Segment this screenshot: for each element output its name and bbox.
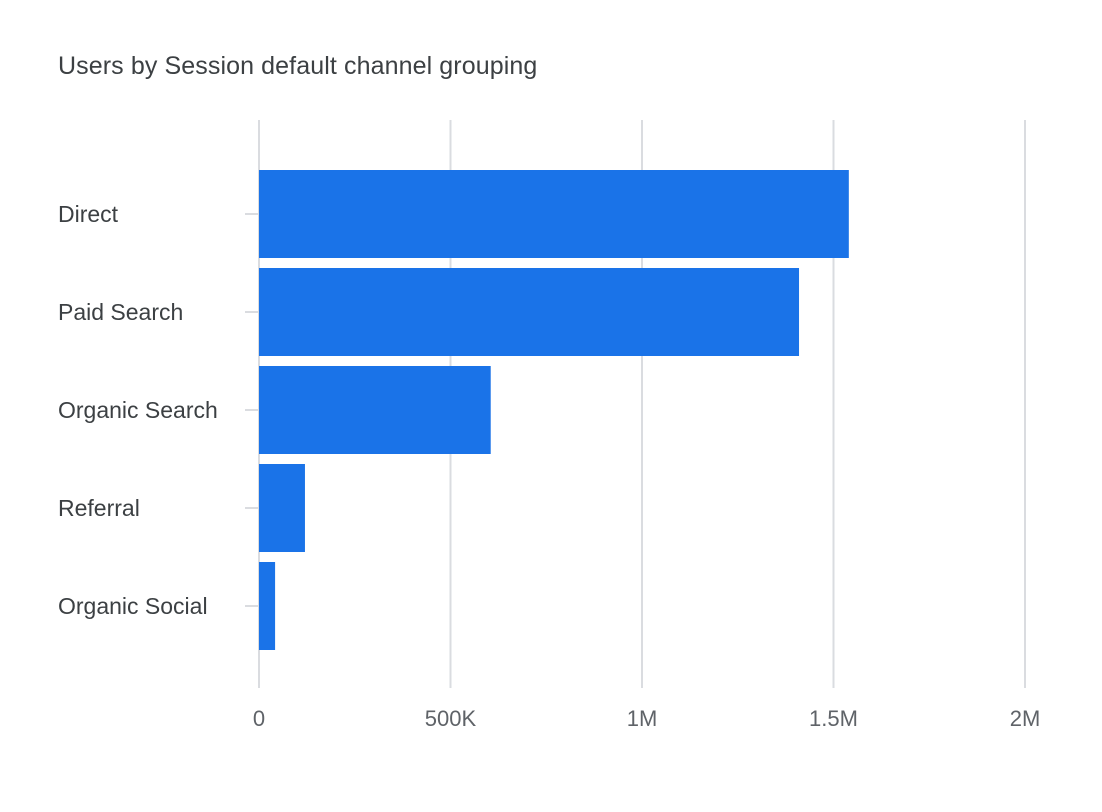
x-axis-ticks: 0 500K 1M 1.5M 2M [253,706,1040,731]
category-label: Organic Search [58,397,218,423]
bar[interactable] [259,170,849,258]
category-label: Organic Social [58,593,208,619]
x-tick-label: 1.5M [809,706,858,731]
bars [259,170,849,650]
x-tick-label: 0 [253,706,265,731]
category-label: Referral [58,495,140,521]
chart-title: Users by Session default channel groupin… [58,52,538,80]
bar[interactable] [259,562,276,650]
x-tick-label: 1M [627,706,658,731]
category-label: Paid Search [58,299,183,325]
bar[interactable] [259,366,491,454]
x-tick-label: 500K [425,706,477,731]
x-tick-label: 2M [1010,706,1041,731]
category-labels: Direct Paid Search Organic Search Referral O… [58,201,218,619]
bar[interactable] [259,464,305,552]
bar[interactable] [259,268,800,356]
category-label: Direct [58,201,119,227]
